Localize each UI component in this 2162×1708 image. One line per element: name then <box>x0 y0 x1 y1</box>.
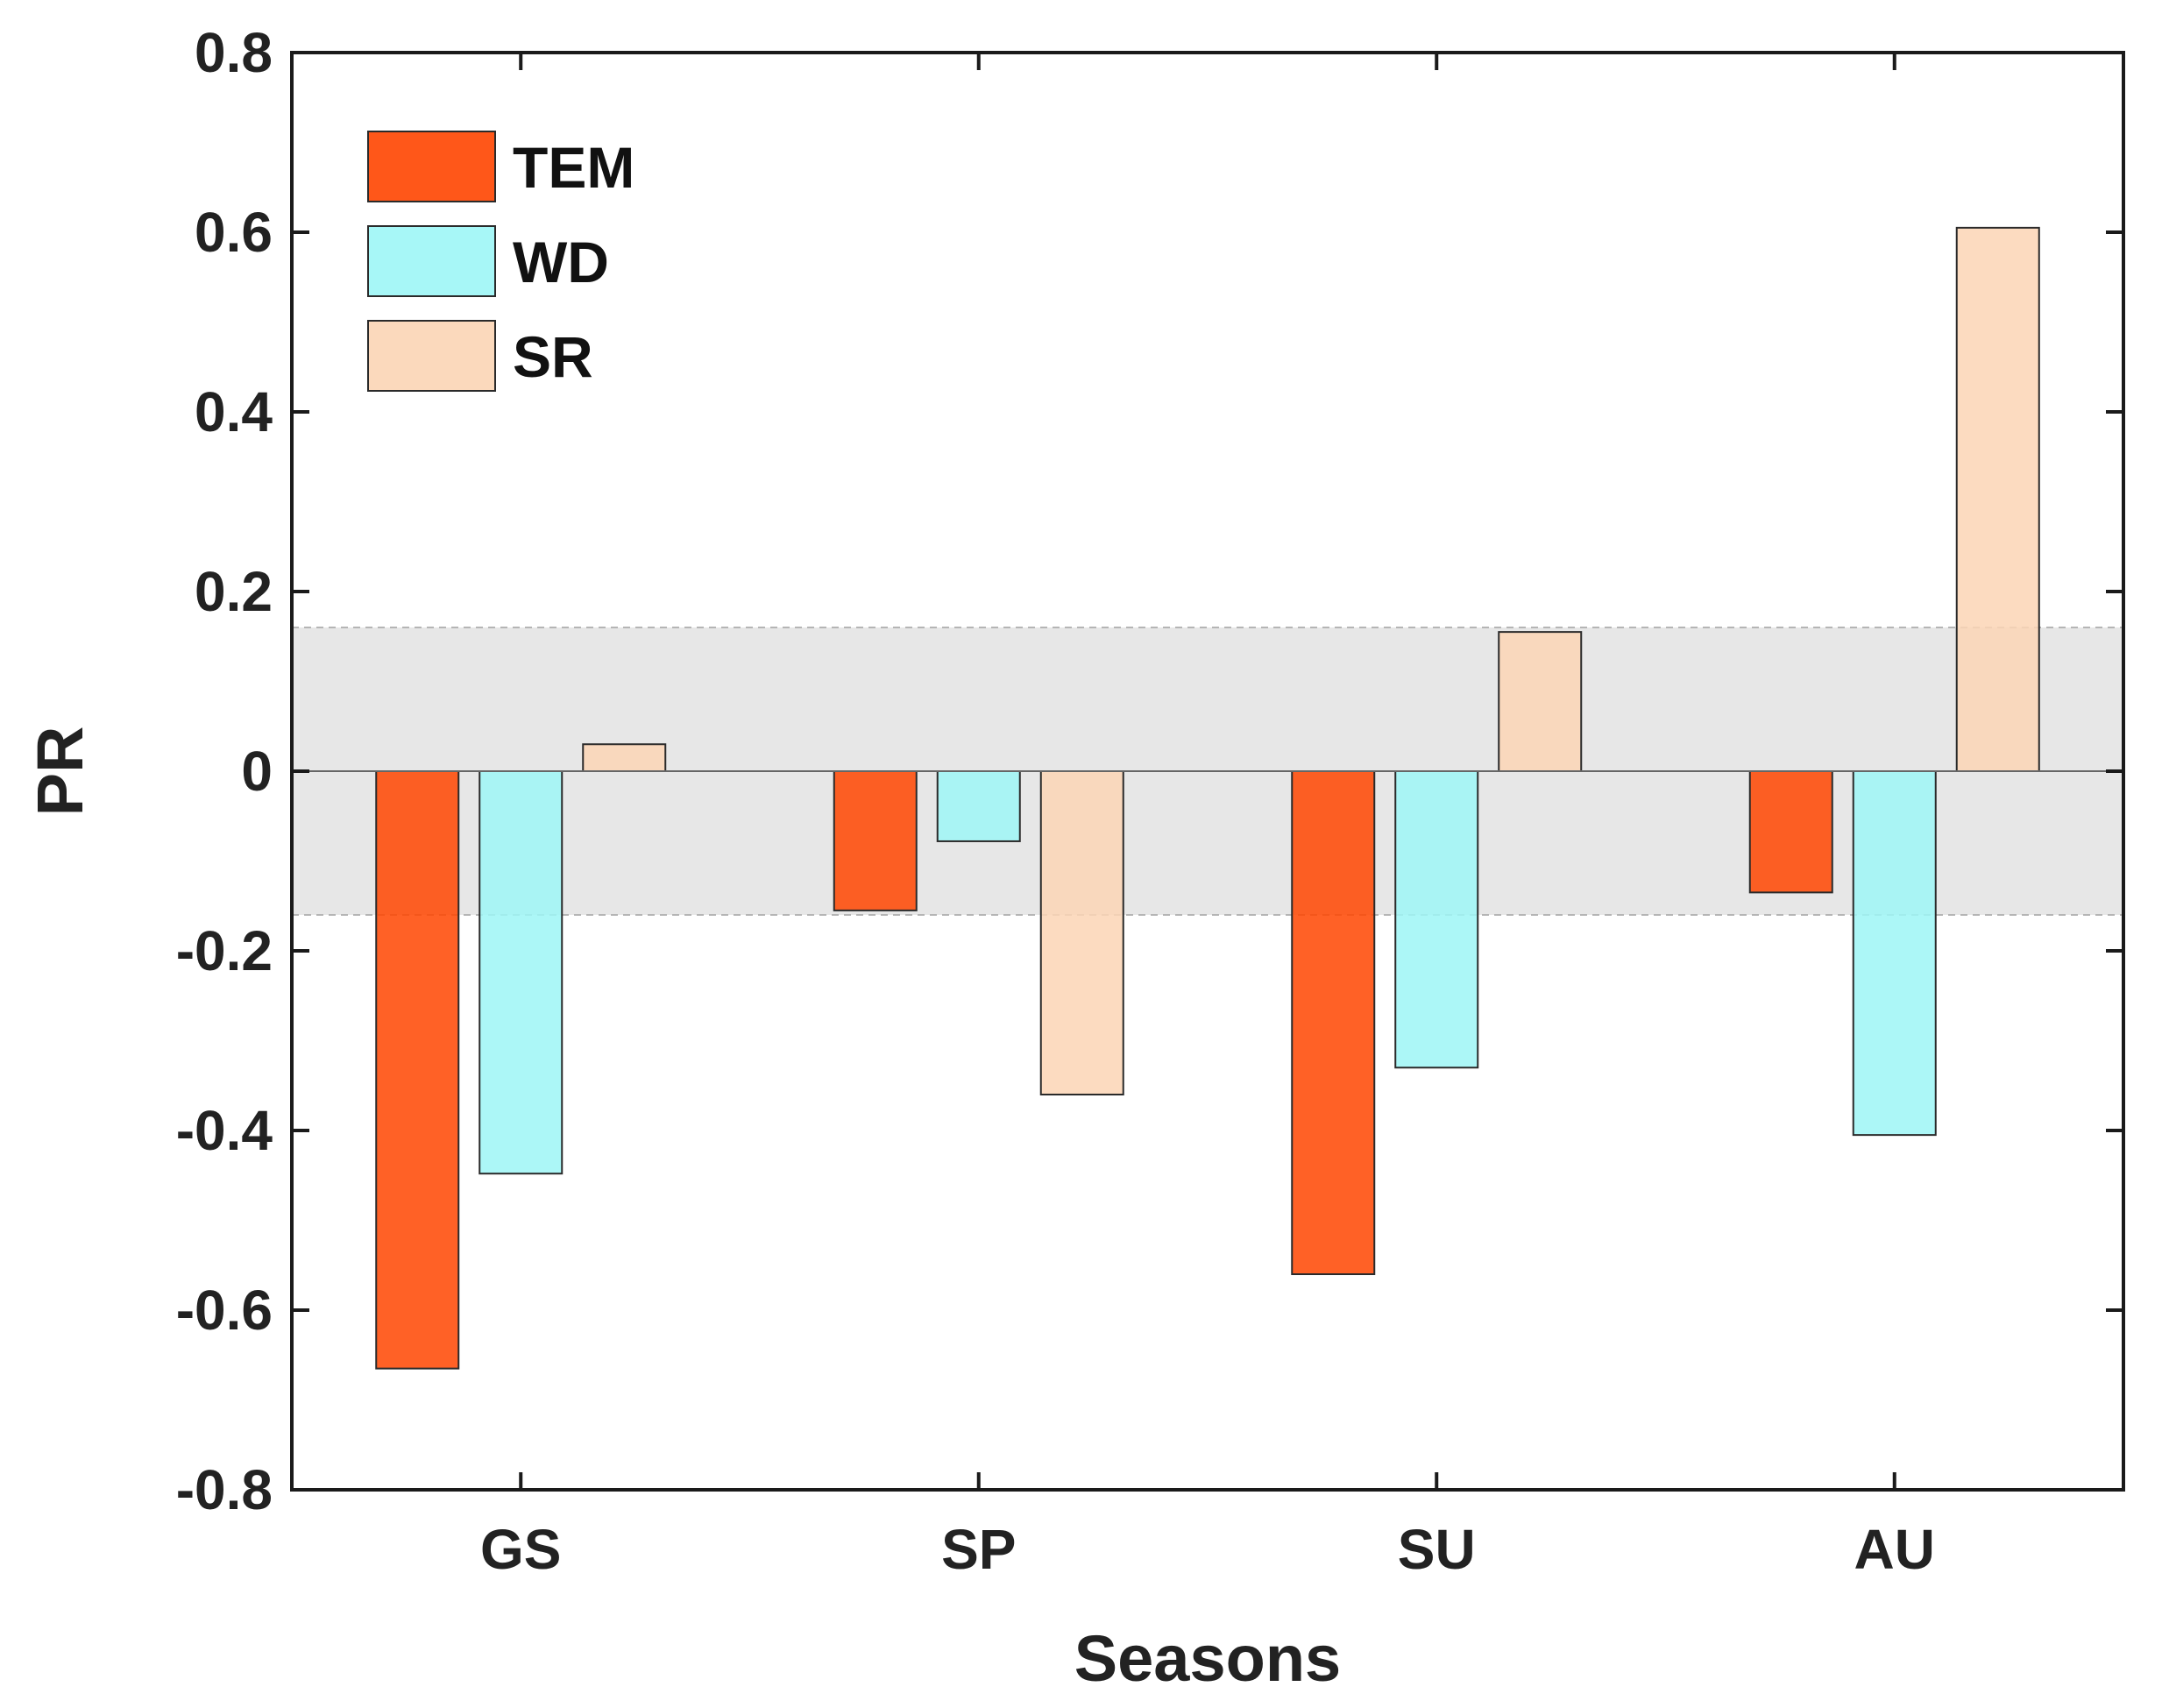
bar-wd-su <box>1394 770 1479 1069</box>
legend-swatch-wd <box>367 225 496 297</box>
legend-label-sr: SR <box>513 324 593 389</box>
bar-tem-su <box>1291 770 1376 1275</box>
bar-wd-gs <box>478 770 564 1175</box>
y-tick-label: -0.4 <box>176 1099 273 1162</box>
y-tick-label: 0 <box>241 740 273 803</box>
y-tick-label: -0.8 <box>176 1458 273 1521</box>
legend-label-tem: TEM <box>513 135 634 200</box>
bar-sr-su <box>1498 631 1583 772</box>
bar-tem-gs <box>375 770 460 1370</box>
legend: TEM WD SR <box>367 131 634 392</box>
axis-ticks: 0.8 0.6 0.4 0.2 0 -0.2 -0.4 -0.6 -0.8 GS SP SU AU <box>176 21 2123 1581</box>
bar-sr-gs <box>582 743 667 772</box>
legend-label-wd: WD <box>513 230 609 294</box>
x-tick-label: SU <box>1398 1518 1476 1581</box>
legend-swatch-sr <box>367 320 496 392</box>
x-tick-label: GS <box>480 1518 561 1581</box>
bar-tem-au <box>1748 770 1833 894</box>
x-axis-label: Seasons <box>1074 1622 1341 1695</box>
bar-sr-au <box>1955 226 2040 772</box>
y-tick-label: 0.8 <box>195 21 273 84</box>
y-axis-label: PR <box>24 726 96 817</box>
bar-wd-au <box>1852 770 1937 1137</box>
x-tick-label: AU <box>1854 1518 1935 1581</box>
y-tick-label: 0.6 <box>195 201 273 264</box>
bar-tem-sp <box>833 770 918 911</box>
y-tick-label: 0.2 <box>195 560 273 623</box>
y-tick-label: 0.4 <box>195 380 273 443</box>
bar-sr-sp <box>1039 770 1124 1095</box>
x-tick-label: SP <box>941 1518 1016 1581</box>
y-tick-label: -0.6 <box>176 1279 273 1342</box>
legend-swatch-tem <box>367 131 496 202</box>
y-tick-label: -0.2 <box>176 919 273 982</box>
bars <box>375 226 2040 1370</box>
bar-wd-sp <box>936 770 1021 842</box>
